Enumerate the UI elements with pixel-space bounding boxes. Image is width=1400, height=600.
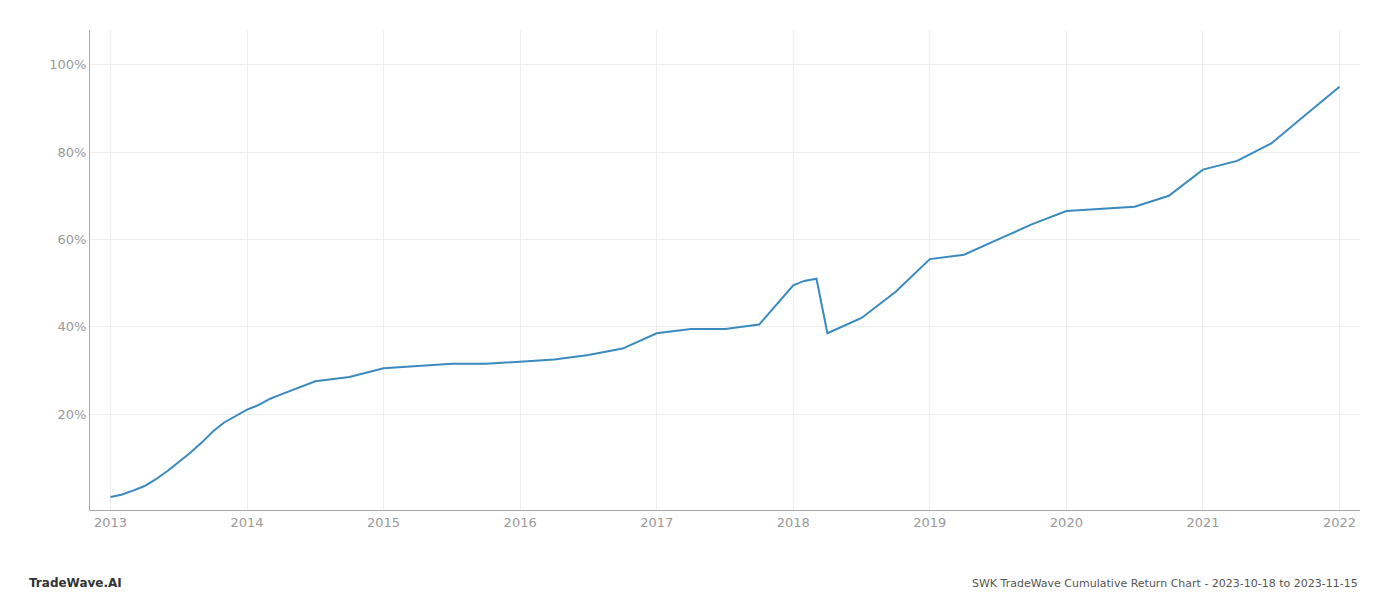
svg-text:2013: 2013 — [94, 515, 127, 530]
svg-text:2018: 2018 — [777, 515, 810, 530]
svg-text:20%: 20% — [57, 407, 86, 422]
svg-text:80%: 80% — [57, 145, 86, 160]
svg-text:SWK TradeWave Cumulative Retur: SWK TradeWave Cumulative Return Chart - … — [972, 577, 1358, 590]
svg-text:2016: 2016 — [504, 515, 537, 530]
svg-text:2015: 2015 — [367, 515, 400, 530]
svg-text:2021: 2021 — [1186, 515, 1219, 530]
svg-text:40%: 40% — [57, 319, 86, 334]
svg-text:TradeWave.AI: TradeWave.AI — [29, 576, 122, 590]
svg-text:2019: 2019 — [913, 515, 946, 530]
svg-text:2020: 2020 — [1050, 515, 1083, 530]
svg-text:2017: 2017 — [640, 515, 673, 530]
svg-text:100%: 100% — [49, 57, 86, 72]
svg-text:2014: 2014 — [230, 515, 263, 530]
svg-text:60%: 60% — [57, 232, 86, 247]
svg-text:2022: 2022 — [1323, 515, 1356, 530]
